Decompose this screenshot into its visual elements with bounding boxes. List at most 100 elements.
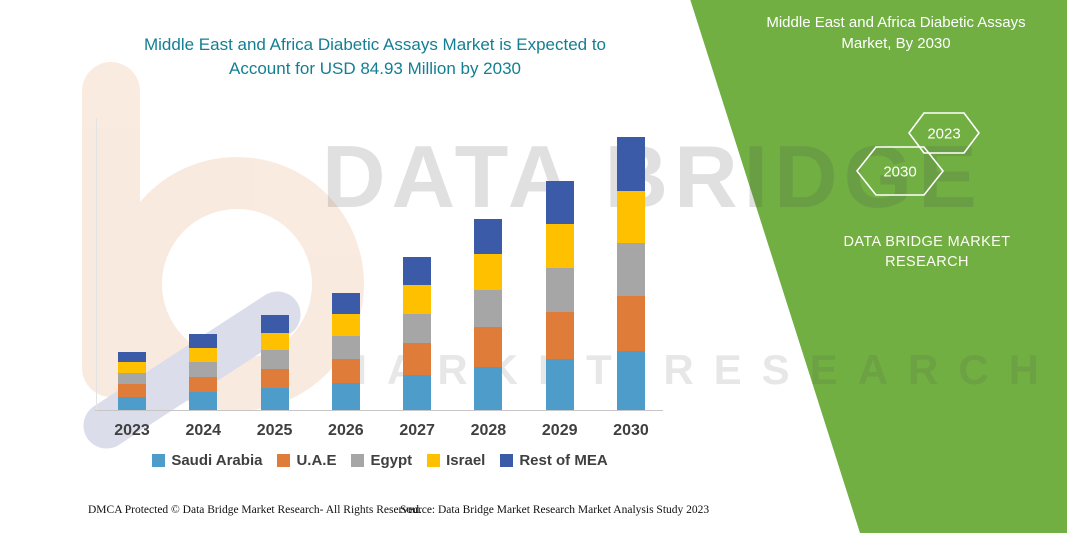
stacked-bar-2029: [545, 181, 574, 410]
bar-segment: [189, 376, 218, 393]
x-axis-label: 2025: [256, 422, 293, 439]
x-labels-row: 2023 2024 2025 2026 2027 2028 2029 2030: [100, 422, 663, 440]
stacked-bar-2025: [260, 315, 289, 410]
bar-segment: [260, 332, 289, 351]
legend-label: Egypt: [370, 452, 413, 469]
bar-column: [599, 136, 663, 410]
x-axis-label: 2027: [399, 422, 435, 439]
bar-segment: [545, 224, 574, 268]
x-axis-label: 2030: [613, 422, 649, 439]
x-axis-label: 2024: [185, 422, 222, 439]
x-axis-label: 2028: [470, 422, 507, 439]
bar-segment: [616, 295, 645, 351]
y-axis-line: [96, 118, 97, 411]
stacked-bar-2026: [331, 292, 360, 410]
hexagon-2023: 2023: [908, 112, 980, 154]
bar-segment: [189, 347, 218, 362]
legend-swatch: [277, 454, 291, 467]
legend-item: Saudi Arabia: [152, 452, 262, 469]
bar-segment: [331, 292, 360, 315]
x-axis-label: 2026: [328, 422, 364, 439]
bar-segment: [260, 368, 289, 389]
bar-segment: [545, 311, 574, 359]
chart-title-line1: Middle East and Africa Diabetic Assays M…: [143, 35, 607, 54]
legend-swatch: [351, 454, 365, 467]
side-panel-title-line2: Market, By 2030: [841, 35, 951, 52]
stacked-bar-2028: [474, 218, 503, 410]
bar-segment: [331, 336, 360, 359]
stacked-bar-2030: [616, 137, 645, 410]
bar-segment: [331, 358, 360, 383]
bar-segment: [545, 181, 574, 225]
bar-segment: [189, 361, 218, 377]
x-axis-line: [95, 410, 663, 411]
bar-column: [100, 136, 164, 410]
stacked-bar-2027: [403, 256, 432, 410]
bar-column: [243, 136, 307, 410]
legend-item: U.A.E: [277, 452, 336, 469]
bar-segment: [616, 137, 645, 192]
bar-segment: [118, 352, 146, 363]
stacked-bar-2024: [189, 333, 218, 410]
bar-column: [314, 136, 378, 410]
watermark-text-primary: DATA BRIDGE: [322, 127, 983, 226]
x-axis-label: 2029: [541, 422, 578, 439]
legend-label: Saudi Arabia: [171, 452, 263, 469]
bar-segment: [260, 350, 289, 369]
x-axis-label: 2023: [114, 422, 150, 439]
bar-segment: [189, 392, 218, 410]
brand-name-line1: DATA BRIDGE MARKET: [843, 234, 1011, 250]
bar-segment: [118, 373, 146, 385]
bar-segment: [474, 218, 503, 255]
side-panel-title-line1: Middle East and Africa Diabetic Assays: [766, 14, 1026, 31]
bar-segment: [118, 396, 146, 410]
bar-segment: [189, 333, 218, 348]
bar-column: [171, 136, 235, 410]
bar-segment: [403, 343, 432, 375]
watermark-text-secondary: MARKET RESEARCH: [332, 346, 1060, 393]
chart-title-line2: Account for USD 84.93 Million by 2030: [229, 59, 521, 78]
bar-segment: [331, 314, 360, 337]
bar-segment: [616, 191, 645, 243]
bar-segment: [403, 313, 432, 344]
bar-column: [385, 136, 449, 410]
hexagon-2030: 2030: [856, 146, 944, 196]
hexagon-2030-outline: [856, 146, 944, 196]
legend: Saudi Arabia U.A.E Egypt Israel Rest of MEA: [88, 452, 672, 469]
bar-segment: [260, 388, 289, 410]
bar-segment: [403, 374, 432, 410]
brand-name-line2: RESEARCH: [885, 254, 969, 270]
hexagon-2023-label: 2023: [927, 126, 960, 143]
hexagon-2030-label: 2030: [883, 164, 916, 181]
legend-label: Rest of MEA: [519, 452, 608, 469]
bar-column: [528, 136, 592, 410]
legend-swatch: [500, 454, 514, 467]
legend-swatch: [152, 454, 166, 467]
stacked-bar-2023: [118, 352, 146, 410]
bar-segment: [474, 254, 503, 291]
bar-segment: [474, 290, 503, 328]
bars-row: [100, 136, 663, 410]
hexagon-2023-outline: [908, 112, 980, 154]
bar-segment: [118, 384, 146, 397]
legend-label: Israel: [446, 452, 486, 469]
bar-segment: [545, 267, 574, 312]
bar-column: [456, 136, 520, 410]
bar-segment: [474, 366, 503, 410]
bar-segment: [616, 350, 645, 410]
brand-name: DATA BRIDGE MARKET RESEARCH: [818, 232, 1036, 272]
source-note: Source: Data Bridge Market Research Mark…: [400, 504, 710, 516]
legend-label: U.A.E: [296, 452, 337, 469]
bar-segment: [331, 382, 360, 410]
legend-item: Israel: [427, 452, 485, 469]
bar-segment: [403, 256, 432, 285]
bar-segment: [118, 362, 146, 374]
dmca-notice: DMCA Protected © Data Bridge Market Rese…: [88, 504, 422, 516]
legend-swatch: [427, 454, 441, 467]
legend-item: Rest of MEA: [500, 452, 608, 469]
bar-segment: [545, 358, 574, 410]
bar-segment: [474, 327, 503, 367]
bar-segment: [403, 285, 432, 314]
side-panel-title: Middle East and Africa Diabetic Assays M…: [735, 12, 1057, 54]
